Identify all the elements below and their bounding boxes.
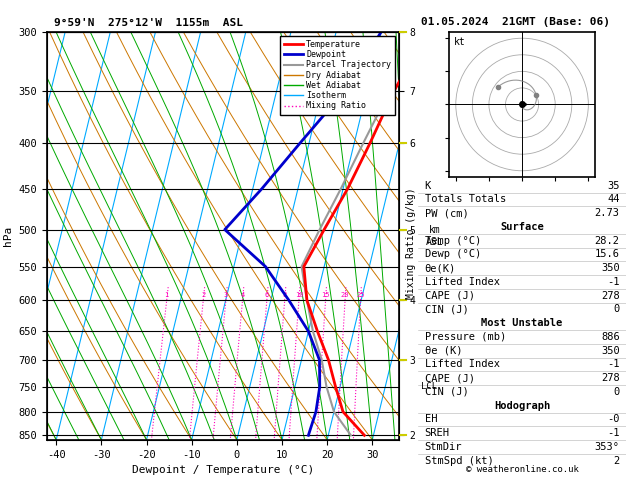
Text: 35: 35 [607, 181, 620, 191]
Text: 28.2: 28.2 [594, 236, 620, 246]
Text: Pressure (mb): Pressure (mb) [425, 332, 506, 342]
X-axis label: Dewpoint / Temperature (°C): Dewpoint / Temperature (°C) [132, 465, 314, 475]
Text: 278: 278 [601, 373, 620, 383]
Text: θe(K): θe(K) [425, 263, 456, 273]
Text: θe (K): θe (K) [425, 346, 462, 356]
Text: LCL: LCL [421, 382, 437, 391]
Text: 2: 2 [201, 292, 206, 298]
Text: 2.73: 2.73 [594, 208, 620, 218]
Text: CIN (J): CIN (J) [425, 304, 468, 314]
Text: EH: EH [425, 415, 437, 424]
Text: 0: 0 [613, 387, 620, 397]
Text: 353°: 353° [594, 442, 620, 452]
Text: PW (cm): PW (cm) [425, 208, 468, 218]
Text: 8: 8 [282, 292, 287, 298]
Text: Temp (°C): Temp (°C) [425, 236, 481, 246]
Legend: Temperature, Dewpoint, Parcel Trajectory, Dry Adiabat, Wet Adiabat, Isotherm, Mi: Temperature, Dewpoint, Parcel Trajectory… [281, 36, 395, 115]
Text: 4: 4 [240, 292, 245, 298]
Text: CAPE (J): CAPE (J) [425, 373, 474, 383]
Text: © weatheronline.co.uk: © weatheronline.co.uk [465, 465, 579, 474]
Text: StmDir: StmDir [425, 442, 462, 452]
Text: 44: 44 [607, 194, 620, 205]
Text: Lifted Index: Lifted Index [425, 360, 499, 369]
Text: K: K [425, 181, 431, 191]
Text: SREH: SREH [425, 428, 450, 438]
Text: kt: kt [454, 37, 465, 48]
Text: Surface: Surface [500, 222, 544, 232]
Text: CAPE (J): CAPE (J) [425, 291, 474, 301]
Text: -1: -1 [607, 428, 620, 438]
Text: 350: 350 [601, 263, 620, 273]
Text: 01.05.2024  21GMT (Base: 06): 01.05.2024 21GMT (Base: 06) [421, 17, 610, 27]
Text: Mixing Ratio (g/kg): Mixing Ratio (g/kg) [406, 187, 416, 299]
Text: 0: 0 [613, 304, 620, 314]
Text: 3: 3 [224, 292, 228, 298]
Text: StmSpd (kt): StmSpd (kt) [425, 456, 493, 466]
Text: -1: -1 [607, 277, 620, 287]
Text: 1: 1 [165, 292, 169, 298]
Text: 886: 886 [601, 332, 620, 342]
Text: 6: 6 [265, 292, 269, 298]
Text: Most Unstable: Most Unstable [481, 318, 563, 328]
Text: -1: -1 [607, 360, 620, 369]
Text: Hodograph: Hodograph [494, 400, 550, 411]
Text: 15: 15 [321, 292, 330, 298]
Y-axis label: km
ASL: km ASL [426, 225, 443, 246]
Text: 278: 278 [601, 291, 620, 301]
Text: Dewp (°C): Dewp (°C) [425, 249, 481, 260]
Text: CIN (J): CIN (J) [425, 387, 468, 397]
Text: 2: 2 [613, 456, 620, 466]
Text: 9°59'N  275°12'W  1155m  ASL: 9°59'N 275°12'W 1155m ASL [54, 18, 243, 28]
Text: 25: 25 [356, 292, 365, 298]
Text: -0: -0 [607, 415, 620, 424]
Text: Totals Totals: Totals Totals [425, 194, 506, 205]
Text: 10: 10 [294, 292, 303, 298]
Y-axis label: hPa: hPa [3, 226, 13, 246]
Text: 15.6: 15.6 [594, 249, 620, 260]
Text: 350: 350 [601, 346, 620, 356]
Text: Lifted Index: Lifted Index [425, 277, 499, 287]
Text: 20: 20 [341, 292, 349, 298]
